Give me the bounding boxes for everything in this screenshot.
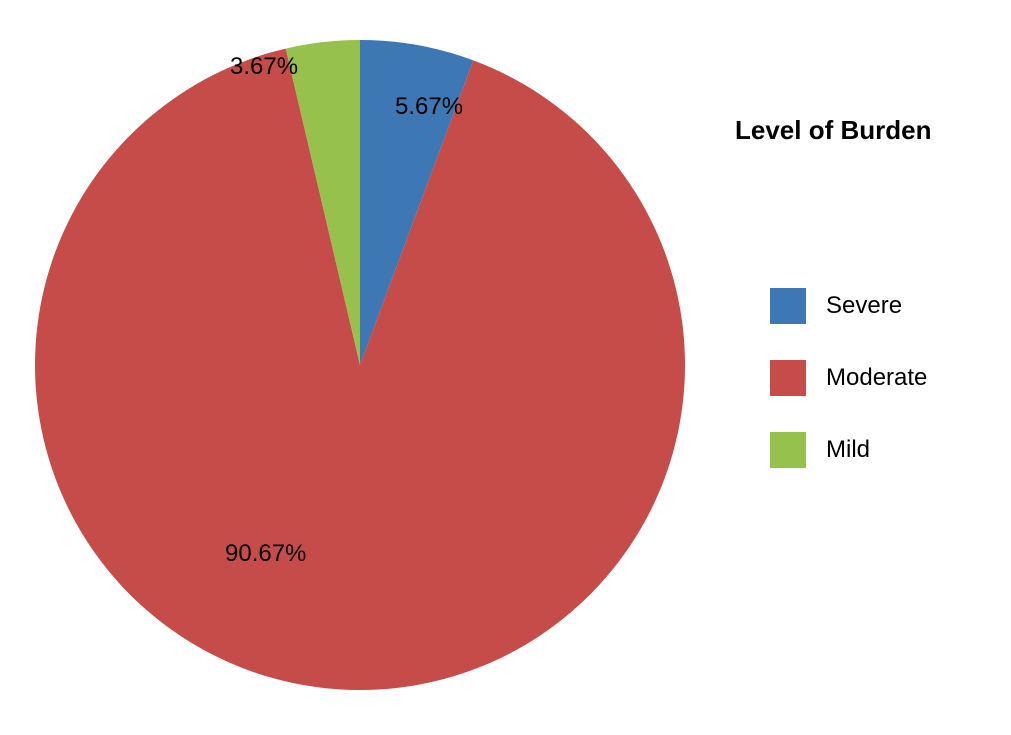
data-label-severe: 5.67% (395, 93, 463, 121)
pie-chart-container: 5.67% 90.67% 3.67% (30, 35, 690, 695)
legend-swatch-mild (770, 432, 806, 468)
data-label-mild: 3.67% (230, 53, 298, 81)
legend: Severe Moderate Mild (770, 288, 927, 504)
data-label-moderate: 90.67% (225, 540, 306, 568)
legend-swatch-moderate (770, 360, 806, 396)
legend-label-moderate: Moderate (826, 364, 927, 392)
legend-title: Level of Burden (735, 115, 931, 146)
pie-chart (30, 35, 690, 695)
legend-item-moderate: Moderate (770, 360, 927, 396)
legend-label-severe: Severe (826, 292, 902, 320)
legend-label-mild: Mild (826, 436, 870, 464)
legend-item-mild: Mild (770, 432, 927, 468)
legend-swatch-severe (770, 288, 806, 324)
legend-item-severe: Severe (770, 288, 927, 324)
